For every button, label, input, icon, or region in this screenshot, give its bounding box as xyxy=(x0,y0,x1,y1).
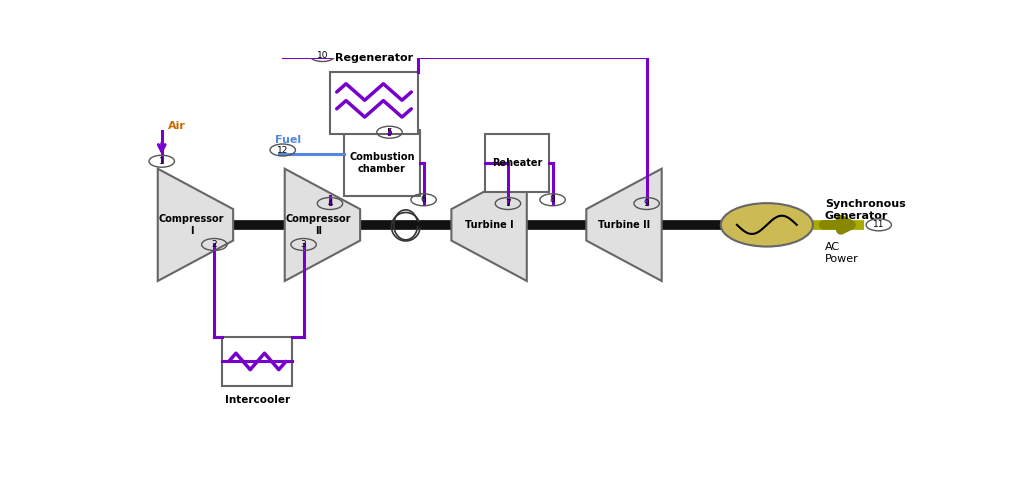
Bar xyxy=(222,337,292,386)
Text: Combustion
chamber: Combustion chamber xyxy=(349,152,415,174)
Bar xyxy=(331,72,418,134)
Text: AC
Power: AC Power xyxy=(824,242,858,264)
Text: 1: 1 xyxy=(159,156,165,166)
Circle shape xyxy=(721,203,813,246)
Polygon shape xyxy=(158,169,233,281)
Text: 10: 10 xyxy=(316,51,328,60)
Text: Compressor
II: Compressor II xyxy=(286,214,351,236)
Text: 4: 4 xyxy=(327,199,333,208)
Text: 12: 12 xyxy=(278,145,289,155)
Bar xyxy=(344,130,420,196)
Text: Regenerator: Regenerator xyxy=(335,53,413,63)
Polygon shape xyxy=(285,169,360,281)
Text: 11: 11 xyxy=(873,220,885,229)
Text: 7: 7 xyxy=(505,199,511,208)
Text: 8: 8 xyxy=(550,195,555,204)
Text: Fuel: Fuel xyxy=(274,135,301,144)
Text: Synchronous
Generator: Synchronous Generator xyxy=(824,199,905,221)
Text: Intercooler: Intercooler xyxy=(225,395,290,405)
Text: 5: 5 xyxy=(387,128,392,137)
Text: Air: Air xyxy=(168,122,186,131)
Text: 3: 3 xyxy=(301,240,306,249)
Text: 2: 2 xyxy=(212,240,217,249)
Text: Turbine I: Turbine I xyxy=(465,220,513,230)
Polygon shape xyxy=(452,169,526,281)
Text: 9: 9 xyxy=(644,199,649,208)
Polygon shape xyxy=(587,169,662,281)
Text: 6: 6 xyxy=(421,195,426,204)
Text: Reheater: Reheater xyxy=(492,158,542,168)
Text: Turbine II: Turbine II xyxy=(598,220,650,230)
Bar xyxy=(485,134,549,192)
Text: Compressor
I: Compressor I xyxy=(159,214,224,236)
